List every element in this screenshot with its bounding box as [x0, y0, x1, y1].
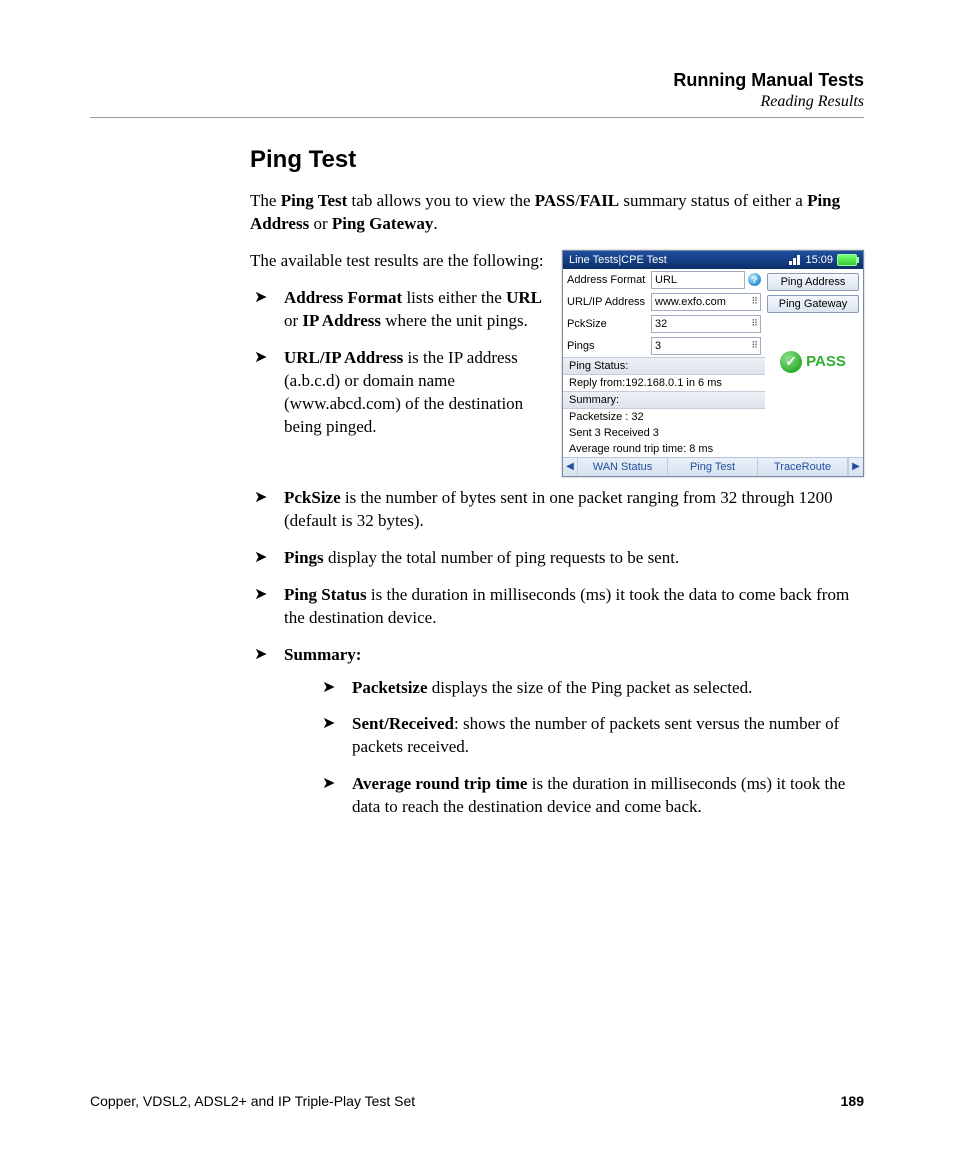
bold: FAIL: [580, 191, 619, 210]
bold: Address Format: [284, 288, 402, 307]
keypad-icon[interactable]: ⠿: [751, 318, 757, 329]
field-label-address-format: Address Format: [567, 274, 651, 286]
keypad-icon[interactable]: ⠿: [751, 296, 757, 307]
ping-status-line: Reply from:192.168.0.1 in 6 ms: [563, 375, 765, 391]
text: is the number of bytes sent in one packe…: [284, 488, 833, 530]
tab-ping-test[interactable]: Ping Test: [668, 458, 758, 476]
device-title: Line Tests|CPE Test: [569, 254, 667, 266]
text: tab allows you to view the: [347, 191, 534, 210]
ping-status-header: Ping Status:: [563, 357, 765, 375]
bold: Ping Status: [284, 585, 367, 604]
intro-paragraph-2: The available test results are the follo…: [250, 250, 550, 273]
list-item: Summary: Packetsize displays the size of…: [250, 644, 864, 820]
list-item: PckSize is the number of bytes sent in o…: [250, 487, 864, 533]
bold: Pings: [284, 548, 324, 567]
pass-badge: ✓ PASS: [767, 347, 859, 377]
text: or: [284, 311, 302, 330]
bold: Ping Test: [281, 191, 348, 210]
header-rule: [90, 117, 864, 118]
text: where the unit pings.: [381, 311, 528, 330]
device-titlebar: Line Tests|CPE Test 15:09: [563, 251, 863, 269]
summary-header: Summary:: [563, 391, 765, 409]
bold: Average round trip time: [352, 774, 527, 793]
field-value: 32: [655, 318, 667, 330]
bold: Packetsize: [352, 678, 428, 697]
bold: Sent/Received: [352, 714, 454, 733]
text: display the total number of ping request…: [324, 548, 680, 567]
url-ip-input[interactable]: www.exfo.com ⠿: [651, 293, 761, 311]
summary-avg-rtt: Average round trip time: 8 ms: [563, 441, 765, 457]
list-item: URL/IP Address is the IP address (a.b.c.…: [250, 347, 584, 439]
chapter-title: Running Manual Tests: [90, 70, 864, 91]
summary-packetsize: Packetsize : 32: [563, 409, 765, 425]
field-value: 3: [655, 340, 661, 352]
tab-scroll-right-icon[interactable]: ▶: [848, 458, 863, 476]
bold: URL: [506, 288, 542, 307]
bold: Summary:: [284, 645, 361, 664]
network-icon: [789, 255, 801, 265]
bold: PASS: [535, 191, 575, 210]
ping-address-button[interactable]: Ping Address: [767, 273, 859, 291]
help-icon[interactable]: ?: [748, 273, 761, 286]
text: displays the size of the Ping packet as …: [428, 678, 753, 697]
tab-scroll-left-icon[interactable]: ◀: [563, 458, 578, 476]
text: The: [250, 191, 281, 210]
text: lists either the: [402, 288, 506, 307]
field-value: www.exfo.com: [655, 296, 726, 308]
footer-product: Copper, VDSL2, ADSL2+ and IP Triple-Play…: [90, 1093, 415, 1109]
pass-label: PASS: [806, 353, 846, 370]
list-item: Packetsize displays the size of the Ping…: [318, 677, 864, 700]
list-item: Average round trip time is the duration …: [318, 773, 864, 819]
battery-icon: [837, 254, 857, 266]
pings-input[interactable]: 3 ⠿: [651, 337, 761, 355]
summary-sent-received: Sent 3 Received 3: [563, 425, 765, 441]
list-item: Ping Status is the duration in milliseco…: [250, 584, 864, 630]
bold: PckSize: [284, 488, 341, 507]
tab-traceroute[interactable]: TraceRoute: [758, 458, 848, 476]
list-item: Sent/Received: shows the number of packe…: [318, 713, 864, 759]
pcksize-input[interactable]: 32 ⠿: [651, 315, 761, 333]
tab-wan-status[interactable]: WAN Status: [578, 458, 668, 476]
ping-gateway-button[interactable]: Ping Gateway: [767, 295, 859, 313]
text: or: [309, 214, 332, 233]
bold: Ping Gateway: [332, 214, 434, 233]
field-value: URL: [655, 274, 677, 286]
address-format-input[interactable]: URL: [651, 271, 745, 289]
keypad-icon[interactable]: ⠿: [751, 340, 757, 351]
list-item: Pings display the total number of ping r…: [250, 547, 864, 570]
list-item: Address Format lists either the URL or I…: [250, 287, 584, 333]
bold: URL/IP Address: [284, 348, 403, 367]
intro-paragraph: The Ping Test tab allows you to view the…: [250, 190, 864, 236]
clock-label: 15:09: [805, 254, 833, 266]
page-number: 189: [841, 1093, 864, 1109]
bold: IP Address: [302, 311, 381, 330]
topic-title: Ping Test: [250, 146, 864, 174]
text: summary status of either a: [619, 191, 807, 210]
text: .: [433, 214, 437, 233]
section-subtitle: Reading Results: [90, 93, 864, 111]
text: is the duration in milliseconds (ms) it …: [284, 585, 849, 627]
checkmark-icon: ✓: [780, 351, 802, 373]
device-screenshot: Line Tests|CPE Test 15:09 Address Format…: [562, 250, 864, 477]
